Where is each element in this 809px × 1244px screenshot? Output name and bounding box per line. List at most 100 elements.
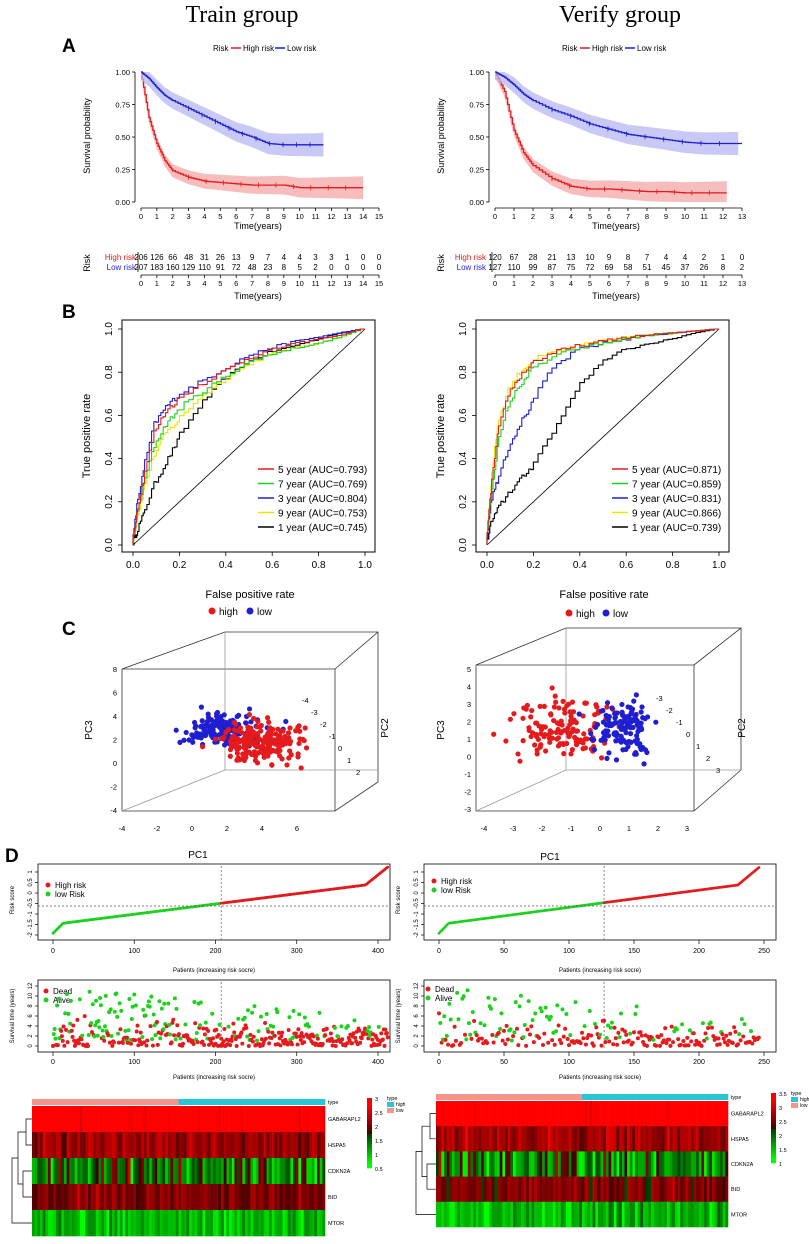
status-ylabel: Survival time (years) (396, 989, 402, 1044)
heatmap-cell (592, 1126, 596, 1152)
heatmap-cell (571, 1151, 575, 1177)
pca-point-high (244, 749, 250, 755)
st-point-dead (500, 1038, 505, 1043)
st-point-dead (738, 1038, 743, 1043)
heatmap-cell (285, 1106, 289, 1133)
st-point-alive (478, 1021, 483, 1026)
heatmap-cell (186, 1158, 190, 1185)
heatmap-cell (449, 1151, 453, 1177)
heatmap-cell (146, 1210, 150, 1237)
heatmap-type-cell (552, 1094, 556, 1100)
heatmap-cell (322, 1132, 326, 1159)
heatmap-type-cell (688, 1094, 692, 1100)
pca-legend-low-dot (246, 607, 254, 615)
heatmap-cell (515, 1176, 519, 1203)
heatmap-cell (101, 1210, 105, 1237)
heatmap-cell (207, 1132, 211, 1159)
st-point-alive (114, 991, 119, 996)
pca-pc3-tick-label: 4 (467, 683, 471, 692)
heatmap-type-cell (592, 1094, 596, 1100)
heatmap-cell (486, 1201, 490, 1228)
heatmap-cell (189, 1210, 193, 1237)
heatmap-cell (635, 1201, 639, 1228)
pca-point-low (213, 711, 220, 717)
st-point-dead (350, 1041, 354, 1046)
heatmap-cell (576, 1176, 580, 1203)
risk-table-high-count: 0 (361, 253, 366, 262)
heatmap-cell (643, 1201, 647, 1228)
heatmap-cell (534, 1101, 538, 1127)
heatmap-cell (574, 1126, 577, 1152)
st-point-dead (689, 1039, 694, 1044)
heatmap-cell (189, 1106, 193, 1133)
st-point-alive (198, 1000, 203, 1005)
heatmap-type-cell (526, 1094, 530, 1100)
pca-point-high (240, 751, 246, 757)
heatmap-scale-label: 2.5 (375, 1111, 383, 1117)
heatmap-cell (287, 1158, 291, 1185)
heatmap-type-cell (189, 1099, 193, 1105)
heatmap-cell (34, 1106, 38, 1133)
heatmap-cell (306, 1210, 310, 1237)
pca-point-high (582, 745, 588, 751)
heatmap-cell (175, 1210, 179, 1237)
km-x-tick-label: 5 (218, 212, 222, 221)
heatmap-type-legend-title: type (387, 1096, 397, 1102)
st-point-dead (293, 1031, 298, 1036)
heatmap-cell (205, 1132, 209, 1159)
st-point-dead (635, 1036, 640, 1041)
roc-frame (475, 319, 730, 553)
heatmap-cell (637, 1126, 641, 1152)
heatmap-cell (512, 1151, 516, 1177)
heatmap-type-cell (178, 1099, 182, 1105)
heatmap-cell (261, 1106, 265, 1133)
heatmap-cell (157, 1158, 161, 1185)
pca-point-high (577, 739, 583, 745)
heatmap-cell (706, 1151, 710, 1177)
risk-table-high-count: 4 (664, 253, 669, 262)
heatmap-cell (664, 1126, 668, 1152)
heatmap-type-cell (146, 1099, 150, 1105)
heatmap-cell (725, 1201, 729, 1228)
heatmap-cell (457, 1151, 461, 1177)
st-point-dead (437, 1011, 441, 1016)
rs-legend-low-dot (45, 891, 51, 897)
pca-point-low (620, 747, 626, 753)
heatmap-cell (71, 1106, 75, 1133)
pca-pc3-tick-label: 6 (113, 689, 117, 698)
roc-y-tick-label: 0.4 (104, 451, 115, 465)
st-point-dead (654, 1043, 659, 1048)
st-point-dead (733, 1029, 738, 1034)
heatmap-type-cell (443, 1094, 447, 1100)
st-point-dead (550, 1038, 555, 1043)
roc-legend-label: 9 year (AUC=0.866) (632, 509, 721, 520)
risk-table-low-count: 110 (508, 263, 521, 272)
risk-table-tick-label: 3 (187, 279, 191, 288)
km-x-tick-label: 6 (234, 212, 238, 221)
heatmap-cell (643, 1126, 647, 1152)
heatmap-cell (571, 1126, 575, 1152)
heatmap-cell (319, 1210, 323, 1237)
heatmap-cell (491, 1176, 495, 1203)
heatmap-cell (528, 1201, 532, 1228)
heatmap-cell (290, 1184, 294, 1211)
st-y-tick-label: 10 (414, 992, 420, 999)
heatmap-cell (632, 1101, 636, 1127)
st-point-alive (158, 1036, 163, 1041)
heatmap-cell (247, 1184, 251, 1211)
heatmap-cell (547, 1176, 551, 1203)
pca-point-low (639, 704, 645, 710)
heatmap-cell (117, 1184, 121, 1211)
heatmap-cell (141, 1132, 145, 1159)
roc-curve (132, 328, 365, 545)
risk-table-low-count: 129 (182, 263, 196, 272)
heatmap-cell (475, 1201, 479, 1228)
heatmap-cell (106, 1210, 110, 1237)
heatmap-cell (93, 1210, 97, 1237)
st-point-dead (244, 1025, 249, 1030)
st-point-dead (736, 1042, 740, 1047)
st-point-dead (229, 1038, 234, 1043)
heatmap-type-cell (449, 1094, 453, 1100)
heatmap-cell (685, 1201, 689, 1228)
heatmap-cell (560, 1201, 564, 1228)
